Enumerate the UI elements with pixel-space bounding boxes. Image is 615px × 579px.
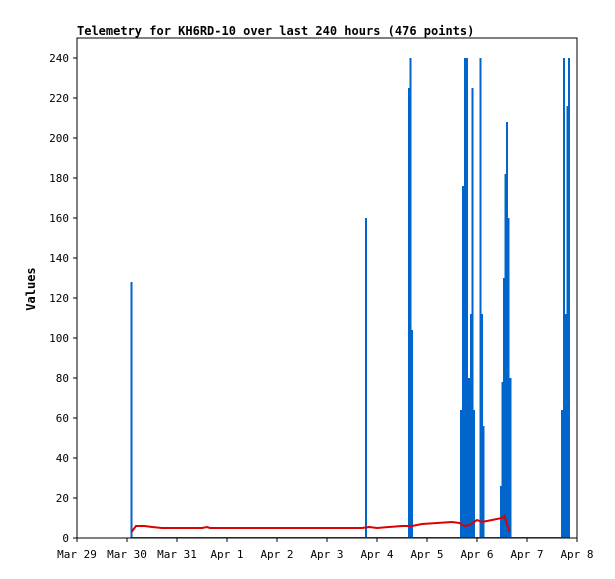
chart-title: Telemetry for KH6RD-10 over last 240 hou… <box>77 24 474 38</box>
y-tick-label: 100 <box>49 332 69 345</box>
plot-marks <box>130 58 570 538</box>
y-tick-label: 180 <box>49 172 69 185</box>
y-tick-label: 40 <box>56 452 69 465</box>
y-tick-label: 220 <box>49 92 69 105</box>
y-tick-label: 240 <box>49 52 69 65</box>
x-tick-label: Apr 3 <box>310 548 343 561</box>
x-tick-label: Mar 29 <box>57 548 97 561</box>
x-tick-label: Apr 4 <box>360 548 393 561</box>
x-axis: Mar 29 Mar 30 Mar 31 Apr 1 Apr 2 Apr 3 Apr 4 Ap… <box>57 538 594 561</box>
x-tick-label: Apr 7 <box>510 548 543 561</box>
y-axis: 0 20 40 60 80 100 120 140 160 180 200 220 240 <box>49 52 77 545</box>
y-tick-label: 60 <box>56 412 69 425</box>
telemetry-line-1 <box>130 514 511 533</box>
x-tick-label: Mar 30 <box>107 548 147 561</box>
x-tick-label: Apr 8 <box>560 548 593 561</box>
y-tick-label: 160 <box>49 212 69 225</box>
y-tick-label: 80 <box>56 372 69 385</box>
x-tick-label: Apr 2 <box>260 548 293 561</box>
x-tick-label: Mar 31 <box>157 548 197 561</box>
y-tick-label: 20 <box>56 492 69 505</box>
y-tick-label: 200 <box>49 132 69 145</box>
x-tick-label: Apr 6 <box>460 548 493 561</box>
y-axis-label: Values <box>24 267 38 310</box>
x-tick-label: Apr 1 <box>210 548 243 561</box>
y-tick-label: 140 <box>49 252 69 265</box>
y-tick-label: 0 <box>62 532 69 545</box>
y-tick-label: 120 <box>49 292 69 305</box>
x-tick-label: Apr 5 <box>410 548 443 561</box>
